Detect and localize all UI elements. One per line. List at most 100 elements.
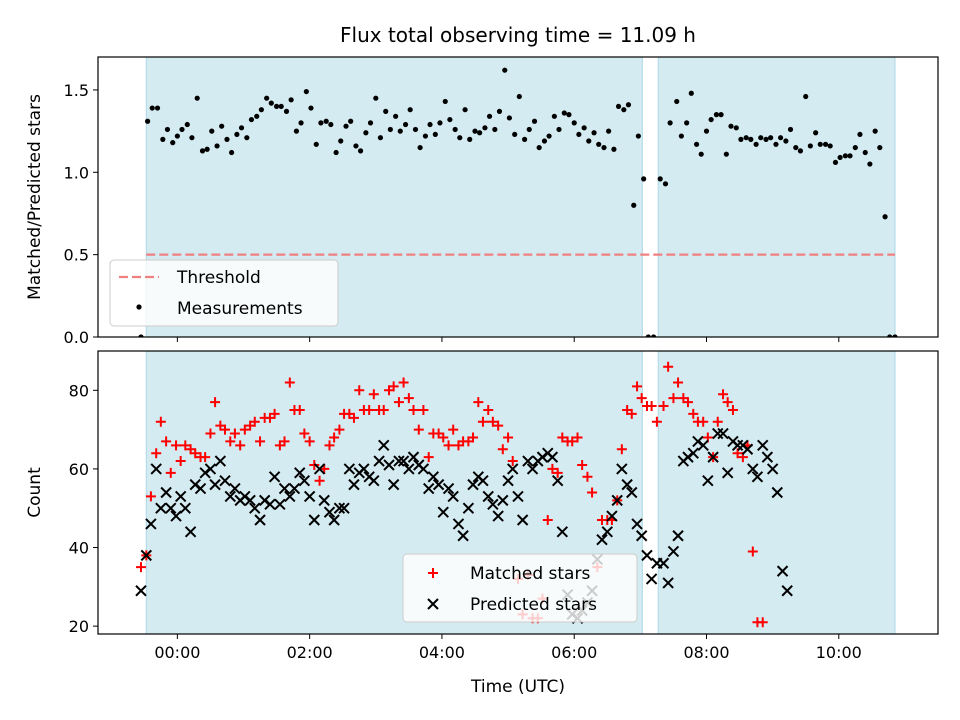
measurement-point — [657, 176, 663, 182]
measurement-point — [867, 161, 873, 167]
matched-point — [698, 416, 709, 427]
measurement-point — [728, 123, 734, 129]
matched-point — [294, 404, 305, 415]
matched-point — [423, 452, 434, 463]
matched-point — [364, 404, 375, 415]
predicted-point — [641, 549, 653, 562]
matched-point — [722, 397, 733, 408]
measurement-point — [837, 154, 843, 161]
measurement-point — [457, 135, 463, 141]
measurement-point — [298, 120, 304, 126]
measurement-point — [447, 116, 453, 123]
measurement-point — [857, 131, 863, 138]
measurement-point — [397, 128, 403, 134]
predicted-point — [771, 486, 783, 499]
matched-point — [180, 440, 191, 451]
measurement-point — [412, 126, 419, 133]
matched-point — [348, 412, 359, 423]
matched-point — [712, 416, 723, 427]
predicted-point — [487, 498, 499, 510]
measurement-point — [768, 135, 774, 141]
measurement-point — [635, 133, 641, 139]
measurement-point — [248, 116, 255, 123]
predicted-point — [776, 565, 789, 577]
predicted-point — [751, 471, 764, 483]
measurement-point — [214, 143, 220, 149]
predicted-point — [707, 451, 719, 463]
measurement-point — [551, 113, 557, 119]
y-tick-label: 20 — [69, 617, 89, 636]
predicted-point — [766, 463, 779, 475]
predicted-point — [343, 463, 356, 475]
measurement-point — [688, 90, 694, 96]
measurement-point — [783, 138, 789, 144]
x-tick-label: 00:00 — [154, 643, 200, 662]
measurement-point — [852, 144, 858, 151]
matched-point — [279, 436, 290, 447]
measurement-point — [293, 128, 300, 134]
measurement-point — [561, 110, 567, 116]
measurement-point — [748, 136, 754, 142]
predicted-point — [512, 490, 524, 503]
measurement-point — [822, 141, 829, 147]
x-tick-label: 10:00 — [816, 643, 862, 662]
measurement-point — [713, 112, 720, 118]
matched-point — [219, 424, 230, 435]
measurement-point — [625, 102, 632, 108]
predicted-point — [229, 482, 241, 495]
y-axis-label: Count — [25, 467, 45, 518]
measurement-point — [283, 108, 290, 114]
measurement-point — [357, 148, 364, 154]
measurement-point — [160, 136, 166, 142]
predicted-point — [417, 463, 430, 475]
predicted-point — [155, 502, 167, 514]
measurement-point — [546, 133, 552, 139]
measurement-point — [817, 141, 823, 147]
predicted-point — [502, 475, 514, 487]
matched-point — [239, 424, 250, 435]
predicted-point — [551, 475, 564, 487]
matched-point — [304, 436, 315, 447]
matched-point — [507, 456, 518, 467]
predicted-point — [672, 530, 684, 542]
y-tick-label: 1.5 — [64, 81, 89, 100]
predicted-point — [179, 502, 192, 514]
predicted-point — [432, 478, 445, 491]
predicted-point — [135, 585, 147, 597]
predicted-point — [626, 486, 638, 499]
measurement-point — [383, 108, 389, 114]
matched-point — [135, 562, 146, 573]
measurement-point — [541, 138, 548, 144]
x-tick-label: 08:00 — [683, 643, 729, 662]
predicted-point — [631, 518, 643, 530]
measurement-point — [273, 103, 280, 110]
matched-point — [487, 416, 498, 427]
measurement-point — [758, 135, 764, 141]
measurement-point — [432, 131, 438, 138]
measurement-point — [323, 118, 329, 124]
legend: Threshold Measurements — [109, 259, 339, 327]
matched-point — [403, 393, 414, 404]
measurement-point — [209, 128, 215, 134]
measurement-point — [862, 149, 868, 156]
matched-point — [235, 440, 246, 451]
predicted-point — [462, 502, 475, 514]
matched-point — [718, 389, 729, 400]
measurement-point — [496, 108, 503, 114]
measurement-point — [667, 120, 673, 126]
measurement-point — [477, 130, 483, 136]
measurement-point — [708, 116, 714, 123]
matched-point — [632, 381, 643, 392]
predicted-point — [611, 494, 623, 507]
predicted-point — [616, 463, 628, 475]
predicted-point — [338, 502, 350, 514]
predicted-point — [662, 577, 674, 589]
measurement-point — [427, 121, 433, 128]
measurement-point — [516, 93, 522, 100]
measurement-point — [486, 113, 493, 119]
x-tick-label: 06:00 — [551, 643, 597, 662]
measurement-point — [363, 130, 369, 136]
measurement-point — [328, 121, 334, 128]
matched-point — [269, 408, 280, 419]
